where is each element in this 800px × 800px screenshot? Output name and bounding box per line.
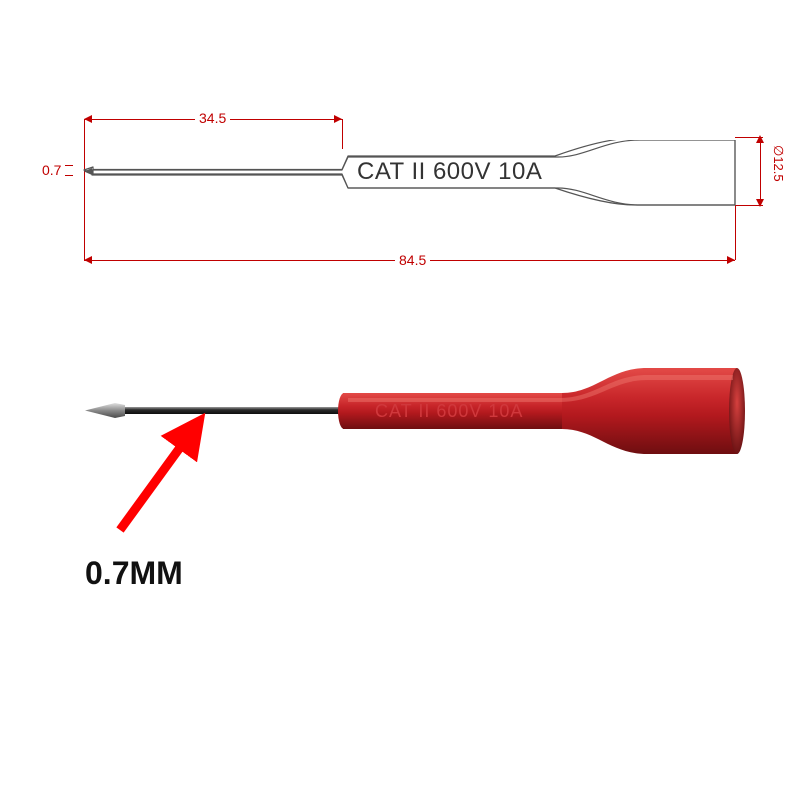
dim-line-diameter bbox=[760, 137, 761, 205]
rating-text: CAT II 600V 10A bbox=[357, 158, 542, 186]
dim-arrow-icon bbox=[84, 115, 92, 123]
dim-arrow-icon bbox=[84, 256, 92, 264]
dim-arrow-icon bbox=[334, 115, 342, 123]
dim-label-needle: 34.5 bbox=[195, 110, 230, 126]
callout-arrow-icon bbox=[105, 400, 245, 540]
callout-label: 0.7MM bbox=[85, 555, 183, 592]
technical-drawing: 34.5 0.7 84.5 ∅12.5 CAT II 600V bbox=[65, 105, 745, 275]
dim-ext-line bbox=[735, 137, 763, 138]
engraving-text: CAT II 600V 10A bbox=[375, 401, 523, 421]
dim-arrow-icon bbox=[727, 256, 735, 264]
dim-label-tip-dia: 0.7 bbox=[42, 162, 61, 178]
stage: 34.5 0.7 84.5 ∅12.5 CAT II 600V bbox=[0, 0, 800, 800]
probe-outline-icon bbox=[65, 140, 745, 240]
dim-label-total: 84.5 bbox=[395, 252, 430, 268]
dim-label-diameter: ∅12.5 bbox=[767, 145, 790, 182]
